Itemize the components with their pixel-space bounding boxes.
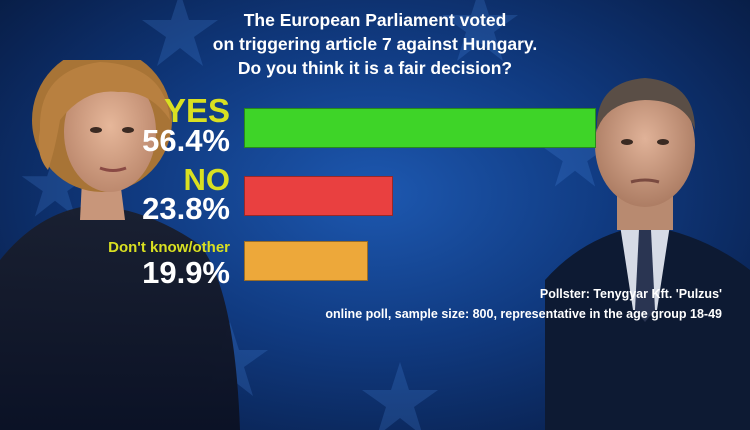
title-line: Do you think it is a fair decision? [237,58,513,78]
pollster-name: Pollster: Tenygyar Kft. 'Pulzus' [539,287,722,301]
woman-portrait [0,60,240,430]
value-label-yes: 56.4% [142,123,230,158]
title-line: on triggering article 7 against Hungary. [212,34,538,54]
value-label-dont-know: 19.9% [142,255,230,290]
label-yes: YES [163,92,230,129]
label-no: NO [183,162,231,197]
label-dont-know: Don't know/other [108,239,230,256]
chart-title: The European Parliament voted on trigger… [150,8,600,80]
bar-dont-know [244,241,368,281]
value-label-no: 23.8% [142,191,230,226]
title-line: The European Parliament voted [243,10,507,30]
bar-yes [244,108,596,148]
pollster-note: Pollster: Tenygyar Kft. 'Pulzus' online … [325,284,722,324]
bar-no [244,176,393,216]
man-portrait [545,78,750,430]
poll-details: online poll, sample size: 800, represent… [325,307,722,321]
